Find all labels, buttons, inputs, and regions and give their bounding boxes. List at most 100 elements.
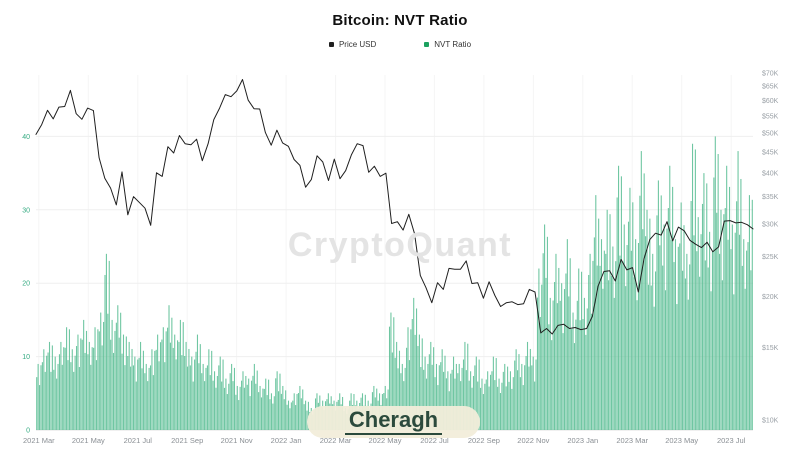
- nvt-bar: [142, 350, 144, 430]
- nvt-bar: [81, 339, 83, 430]
- nvt-bar: [657, 180, 659, 430]
- nvt-bar: [619, 255, 621, 430]
- nvt-bar: [440, 362, 442, 430]
- right-axis-tick-label: $25K: [762, 254, 779, 261]
- nvt-bar: [390, 312, 392, 430]
- nvt-bar: [465, 370, 467, 430]
- nvt-bar: [115, 322, 117, 430]
- nvt-ratio-marker-icon: [424, 42, 430, 47]
- nvt-bar: [519, 377, 521, 430]
- nvt-bar: [253, 363, 255, 430]
- nvt-bar: [696, 251, 698, 430]
- nvt-bar: [286, 404, 288, 430]
- nvt-bar: [488, 386, 490, 430]
- nvt-bar: [618, 165, 620, 430]
- nvt-bar: [66, 327, 68, 430]
- right-axis-tick-label: $45K: [762, 149, 779, 156]
- nvt-bar: [168, 305, 170, 430]
- nvt-bar: [535, 359, 537, 430]
- nvt-bar: [256, 370, 258, 430]
- nvt-bar: [427, 363, 429, 430]
- nvt-bar: [642, 229, 644, 430]
- nvt-bar: [518, 354, 520, 430]
- nvt-bar: [697, 217, 699, 430]
- nvt-bar: [670, 239, 672, 430]
- nvt-bar: [620, 176, 622, 430]
- x-axis-tick-label: 2022 Mar: [320, 436, 352, 445]
- nvt-bar: [137, 359, 139, 430]
- nvt-bar: [750, 270, 752, 430]
- nvt-bar: [612, 246, 614, 430]
- nvt-bar: [178, 341, 180, 430]
- nvt-bar: [710, 291, 712, 430]
- nvt-bar: [164, 362, 166, 430]
- nvt-bar: [242, 371, 244, 430]
- nvt-bar: [542, 253, 544, 430]
- nvt-bar: [75, 346, 78, 430]
- legend: Price USD NVT Ratio: [0, 40, 800, 49]
- nvt-bar: [491, 371, 493, 430]
- left-axis-tick-label: 0: [26, 428, 30, 435]
- nvt-bar: [169, 342, 171, 430]
- nvt-bar: [586, 308, 588, 430]
- nvt-bar: [174, 334, 176, 430]
- nvt-bar: [662, 265, 664, 430]
- nvt-bar: [186, 366, 189, 430]
- nvt-bar: [423, 369, 425, 430]
- x-axis-tick-label: 2023 Jul: [717, 436, 746, 445]
- legend-item-price-usd[interactable]: Price USD: [328, 40, 376, 49]
- nvt-bar: [693, 235, 695, 430]
- nvt-bar: [414, 334, 416, 430]
- nvt-bar: [730, 249, 732, 430]
- nvt-bar: [425, 378, 428, 430]
- nvt-bar: [91, 347, 93, 430]
- nvt-bar: [411, 319, 413, 430]
- nvt-bar: [299, 385, 301, 430]
- legend-item-nvt-ratio[interactable]: NVT Ratio: [424, 40, 471, 49]
- x-axis-tick-label: 2021 Mar: [23, 436, 55, 445]
- nvt-bar: [138, 357, 140, 430]
- nvt-bar: [521, 363, 523, 430]
- nvt-bar: [424, 356, 426, 430]
- nvt-bar: [475, 356, 477, 430]
- nvt-bar: [43, 349, 45, 430]
- nvt-bar: [262, 388, 264, 430]
- nvt-bar: [154, 350, 156, 430]
- nvt-bar: [185, 341, 187, 430]
- nvt-bar: [63, 347, 65, 430]
- nvt-bar: [416, 308, 418, 430]
- nvt-bar: [263, 388, 265, 430]
- nvt-bar: [292, 400, 294, 430]
- nvt-bar: [78, 367, 80, 430]
- nvt-bar: [454, 378, 456, 430]
- nvt-bar: [582, 319, 584, 430]
- nvt-bar: [549, 297, 551, 430]
- nvt-bar: [188, 348, 190, 430]
- nvt-bar: [667, 208, 669, 430]
- nvt-bar: [273, 396, 275, 430]
- nvt-bar: [514, 360, 516, 430]
- cheragh-logo: Cheragh: [307, 406, 480, 438]
- nvt-bar: [403, 381, 405, 430]
- nvt-bar: [534, 381, 536, 430]
- nvt-bar: [461, 367, 463, 430]
- nvt-bar: [603, 250, 605, 430]
- nvt-bar: [258, 392, 260, 430]
- nvt-bar: [676, 304, 678, 430]
- nvt-bar: [401, 363, 403, 430]
- nvt-bar: [636, 300, 638, 430]
- nvt-bar: [502, 371, 504, 430]
- nvt-bar: [677, 246, 679, 430]
- nvt-bar: [151, 349, 153, 430]
- nvt-bar: [39, 385, 41, 430]
- nvt-bar: [674, 239, 677, 430]
- nvt-bar: [297, 393, 300, 430]
- nvt-bar: [546, 236, 548, 430]
- x-axis-tick-label: 2022 Nov: [517, 436, 549, 445]
- nvt-bar: [555, 253, 557, 430]
- nvt-bar: [85, 330, 88, 430]
- nvt-bar: [455, 363, 457, 430]
- nvt-bar: [740, 178, 742, 430]
- nvt-bar: [131, 348, 133, 430]
